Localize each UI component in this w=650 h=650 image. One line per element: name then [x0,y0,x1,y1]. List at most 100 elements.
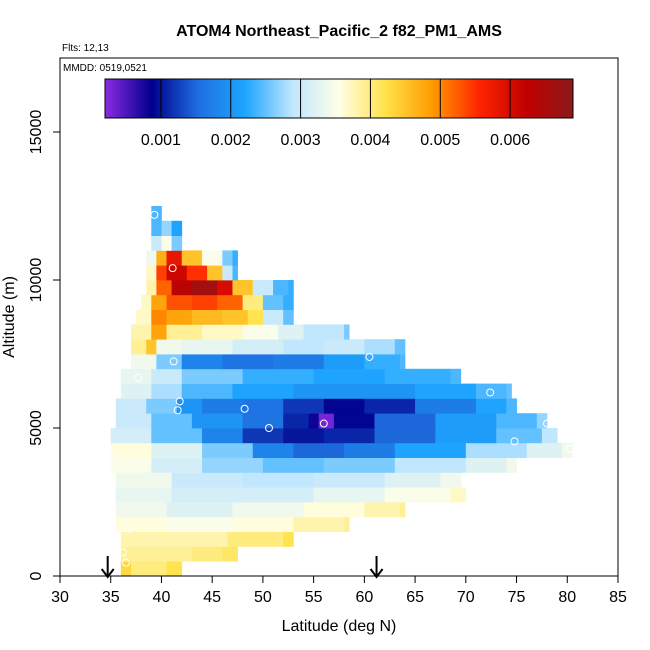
heatmap-cell [161,220,172,236]
sample-point [168,264,177,273]
plot-frame [59,57,619,577]
heatmap-cell [115,487,172,503]
sample-point [169,357,178,366]
heatmap-cell [293,516,345,532]
heatmap-cell [399,354,406,370]
colorbar-tick-label: 0.004 [350,132,390,149]
heatmap-cell [141,294,152,310]
colorbar-tick-label: 0.001 [141,132,181,149]
heatmap-cell [364,502,401,518]
heatmap-cell [110,442,152,458]
heatmap-cell [506,398,517,414]
heatmap-cell [227,531,284,547]
heatmap-cell [222,546,238,562]
colorbar-tick-label: 0.006 [490,132,530,149]
heatmap-cell [222,309,249,325]
heatmap-cell [242,324,279,340]
heatmap-cell [151,309,167,325]
heatmap-cell [166,324,203,340]
heatmap-cell [161,235,172,251]
heatmap-cell [242,368,315,384]
heatmap-cell [526,442,563,458]
heatmap-cell [166,516,233,532]
heatmap-cell [151,220,162,236]
colorbar-tick-label: 0.003 [281,132,321,149]
sample-point [118,548,127,557]
x-tick-label: 85 [609,589,627,606]
x-tick-label: 80 [558,589,576,606]
heatmap-cell [465,442,528,458]
heatmap-cell [146,561,167,577]
heatmap-cell [181,354,223,370]
heatmap-cell [242,487,315,503]
heatmap-cell [146,546,193,562]
sample-point [124,524,133,533]
heatmap-cell [171,487,244,503]
heatmap-cells [110,206,573,577]
heatmap-cell [156,280,172,296]
heatmap-cell [364,354,401,370]
heatmap-cell [120,546,147,562]
heatmap-cell [120,368,152,384]
heatmap-cell [156,250,167,266]
heatmap-cell [120,531,167,547]
heatmap-cell [202,457,264,473]
x-tick-label: 70 [457,589,475,606]
heatmap-cell [283,309,294,325]
heatmap-cell [323,457,396,473]
heatmap-cell [323,354,365,370]
heatmap-cell [131,324,152,340]
x-tick-label: 55 [305,589,323,606]
heatmap-cell [536,413,548,429]
heatmap-cell [151,206,162,222]
heatmap-cell [222,250,233,266]
heatmap-cell [222,265,233,281]
heatmap-cell [131,354,157,370]
y-tick-label: 5000 [28,410,45,446]
y-axis: 0 5000 10000 15000 [28,110,60,580]
heatmap-cell [186,265,208,281]
heatmap-cell [151,368,183,384]
y-tick-label: 10000 [28,258,45,303]
latitude-arrow [369,556,384,579]
heatmap-cell [151,383,183,399]
heatmap-cell [110,428,152,444]
heatmap-cell [171,220,183,236]
heatmap-cell [242,413,284,429]
heatmap-cell [247,309,264,325]
heatmap-cell [232,502,304,518]
sample-point [486,388,495,397]
heatmap-cell [374,413,436,429]
heatmap-cell [288,280,294,296]
sample-point [510,437,519,446]
sample-point [173,406,182,415]
heatmap-cell [475,398,507,414]
heatmap-cell [394,457,467,473]
heatmap-cell [252,442,294,458]
heatmap-cell [394,339,406,355]
heatmap-cell [171,472,244,488]
sample-point [175,397,184,406]
heatmap-cell [191,280,218,296]
heatmap-cell [283,428,325,444]
x-tick-label: 50 [254,589,272,606]
heatmap-cell [181,250,203,266]
y-tick-label: 15000 [28,110,45,155]
colorbar: 0.001 0.002 0.003 0.004 0.005 0.006 [104,78,574,149]
heatmap-cell [232,339,284,355]
heatmap-cell [115,502,167,518]
heatmap-cell [171,235,183,251]
heatmap-cell [364,398,416,414]
heatmap-cell [440,472,462,488]
heatmap-cell [384,368,451,384]
heatmap-cell [415,383,477,399]
heatmap-cell [283,531,294,547]
heatmap-cell [136,309,152,325]
heatmap-cell [242,428,284,444]
heatmap-cell [384,487,451,503]
y-axis-title: Altitude (m) [1,276,18,358]
sample-points [109,210,575,567]
heatmap-cell [181,339,233,355]
x-tick-label: 30 [51,589,69,606]
heatmap-cell [120,383,152,399]
